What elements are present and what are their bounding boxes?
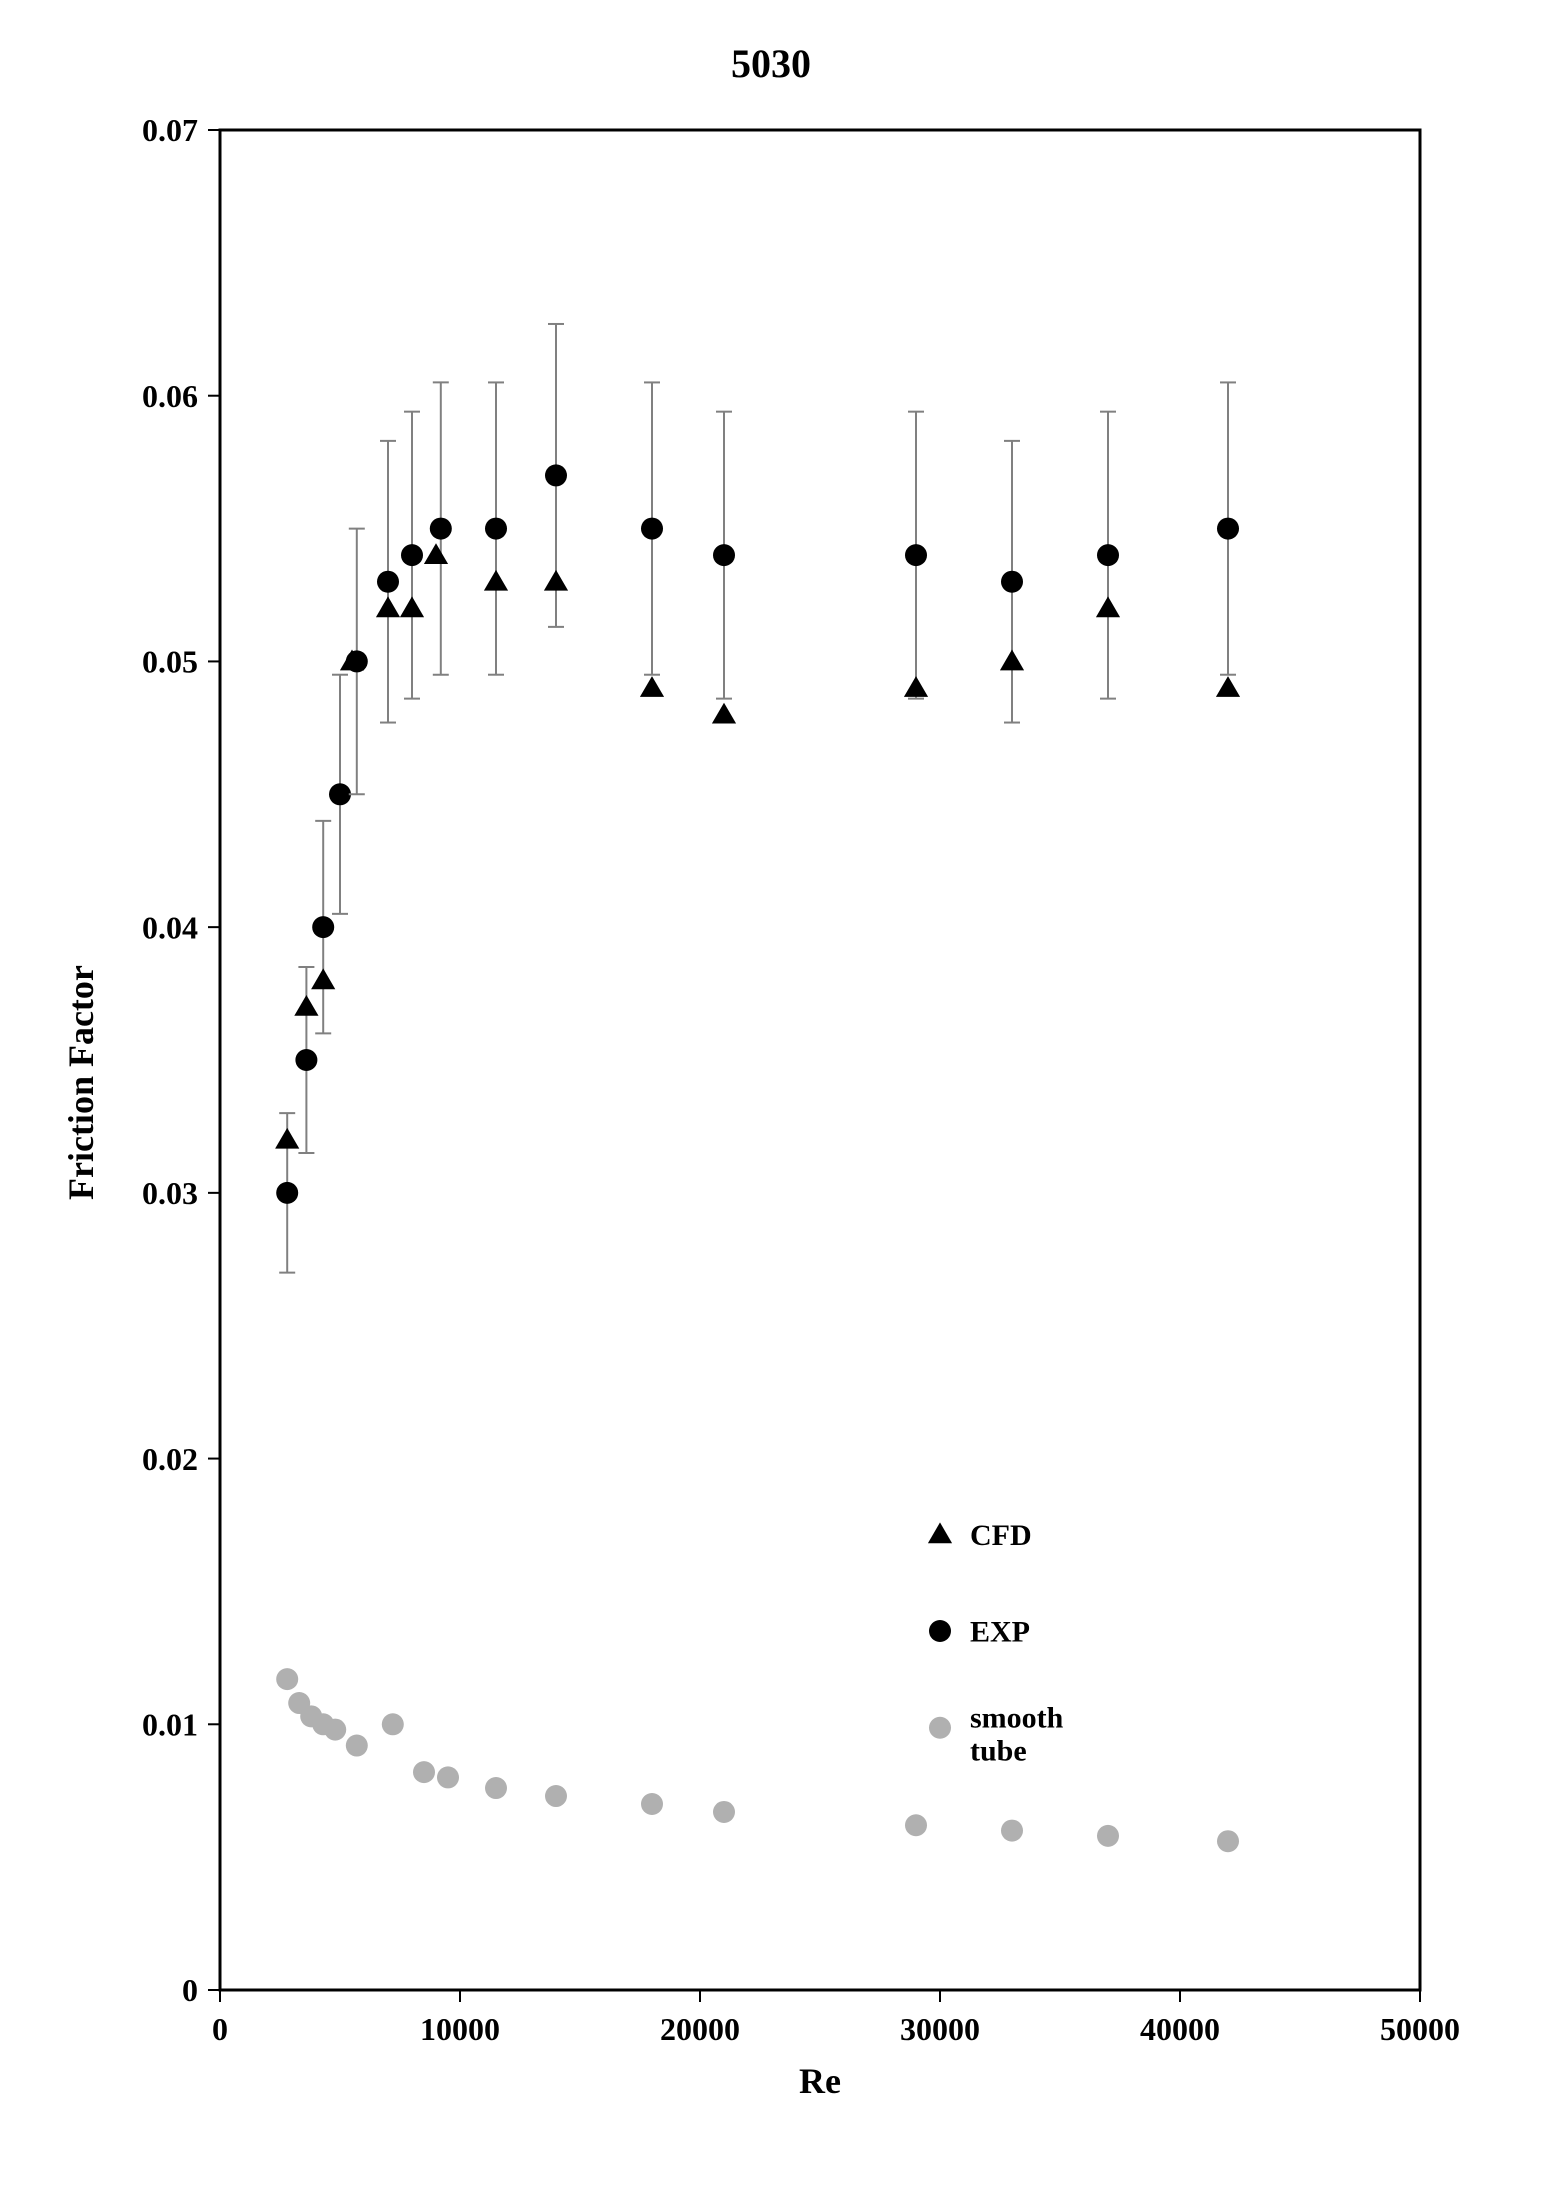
marker-exp bbox=[713, 544, 735, 566]
chart-container: { "chart": { "type": "scatter", "title":… bbox=[0, 0, 1542, 2190]
marker-smooth bbox=[905, 1814, 927, 1836]
marker-exp bbox=[485, 518, 507, 540]
marker-exp bbox=[276, 1182, 298, 1204]
legend-marker-exp bbox=[929, 1620, 951, 1642]
y-tick-label: 0.02 bbox=[142, 1441, 198, 1477]
marker-smooth bbox=[382, 1713, 404, 1735]
marker-smooth bbox=[413, 1761, 435, 1783]
marker-smooth bbox=[485, 1777, 507, 1799]
marker-cfd bbox=[424, 543, 448, 564]
marker-exp bbox=[377, 571, 399, 593]
marker-cfd bbox=[311, 968, 335, 989]
legend-label: tube bbox=[970, 1735, 1027, 1768]
x-tick-label: 40000 bbox=[1140, 2011, 1220, 2047]
marker-exp bbox=[1097, 544, 1119, 566]
marker-cfd bbox=[400, 596, 424, 617]
marker-exp bbox=[295, 1049, 317, 1071]
marker-cfd bbox=[712, 703, 736, 724]
marker-exp bbox=[329, 783, 351, 805]
marker-smooth bbox=[324, 1719, 346, 1741]
legend-marker-cfd bbox=[928, 1522, 952, 1543]
legend-label: CFD bbox=[970, 1519, 1032, 1552]
marker-cfd bbox=[1216, 676, 1240, 697]
marker-smooth bbox=[1097, 1825, 1119, 1847]
x-tick-label: 0 bbox=[212, 2011, 228, 2047]
marker-cfd bbox=[484, 570, 508, 591]
marker-cfd bbox=[275, 1128, 299, 1149]
y-tick-label: 0 bbox=[182, 1972, 198, 2008]
x-axis-label: Re bbox=[220, 2060, 1420, 2102]
marker-cfd bbox=[376, 596, 400, 617]
x-tick-label: 20000 bbox=[660, 2011, 740, 2047]
x-tick-label: 30000 bbox=[900, 2011, 980, 2047]
marker-smooth bbox=[713, 1801, 735, 1823]
x-tick-label: 10000 bbox=[420, 2011, 500, 2047]
marker-exp bbox=[1001, 571, 1023, 593]
legend-label: smooth bbox=[970, 1702, 1064, 1735]
y-tick-label: 0.06 bbox=[142, 378, 198, 414]
legend-label: EXP bbox=[970, 1616, 1030, 1649]
marker-smooth bbox=[641, 1793, 663, 1815]
marker-exp bbox=[430, 518, 452, 540]
marker-cfd bbox=[1096, 596, 1120, 617]
legend-marker-smooth bbox=[929, 1717, 951, 1739]
marker-exp bbox=[1217, 518, 1239, 540]
marker-exp bbox=[312, 916, 334, 938]
plot-area: 0 10000 20000 30000 40000 50000 0 0.01 0.02 0.03 0… bbox=[0, 0, 1542, 2190]
marker-exp bbox=[401, 544, 423, 566]
plot-border bbox=[220, 130, 1420, 1990]
marker-smooth bbox=[276, 1668, 298, 1690]
y-tick-label: 0.04 bbox=[142, 909, 198, 945]
marker-exp bbox=[545, 464, 567, 486]
y-tick-label: 0.05 bbox=[142, 644, 198, 680]
y-tick-label: 0.03 bbox=[142, 1175, 198, 1211]
y-tick-label: 0.07 bbox=[142, 112, 198, 148]
marker-cfd bbox=[640, 676, 664, 697]
x-tick-label: 50000 bbox=[1380, 2011, 1460, 2047]
marker-cfd bbox=[1000, 650, 1024, 671]
marker-cfd bbox=[544, 570, 568, 591]
marker-smooth bbox=[1001, 1820, 1023, 1842]
marker-cfd bbox=[294, 995, 318, 1016]
marker-exp bbox=[641, 518, 663, 540]
marker-cfd bbox=[904, 676, 928, 697]
marker-smooth bbox=[346, 1735, 368, 1757]
marker-exp bbox=[905, 544, 927, 566]
marker-smooth bbox=[437, 1766, 459, 1788]
marker-smooth bbox=[545, 1785, 567, 1807]
marker-smooth bbox=[1217, 1830, 1239, 1852]
y-tick-label: 0.01 bbox=[142, 1706, 198, 1742]
